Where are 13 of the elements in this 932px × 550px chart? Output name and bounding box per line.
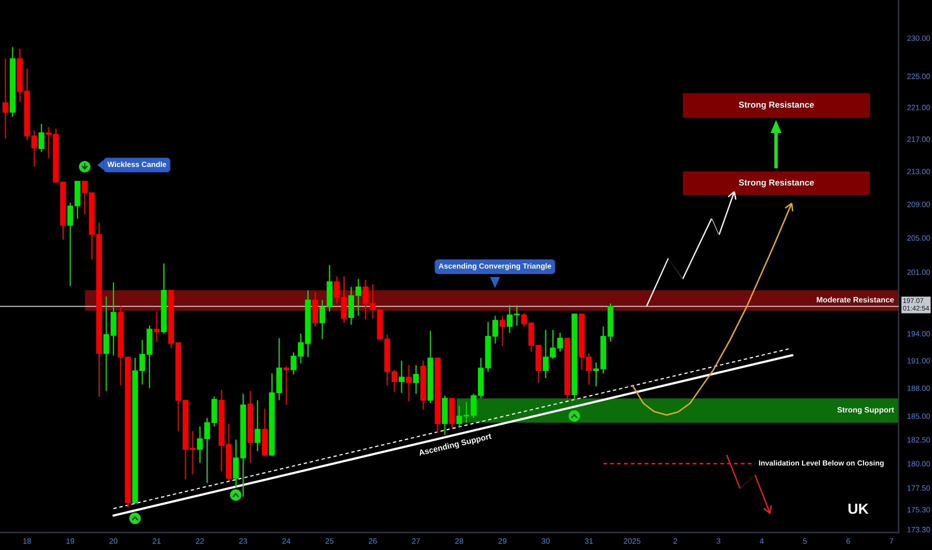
candlestick xyxy=(2,58,8,139)
band-label: Strong Resistance xyxy=(738,179,814,188)
candlestick xyxy=(283,366,290,406)
candlestick xyxy=(406,364,412,402)
candlestick xyxy=(254,400,260,452)
candlestick xyxy=(413,364,419,394)
text: Ascending Support xyxy=(418,432,492,458)
candlestick xyxy=(38,123,44,152)
band-label: Strong Resistance xyxy=(738,101,814,110)
candlestick xyxy=(500,315,506,347)
annotation: UK xyxy=(848,504,869,514)
candlestick xyxy=(312,291,318,328)
candlestick xyxy=(398,360,404,394)
